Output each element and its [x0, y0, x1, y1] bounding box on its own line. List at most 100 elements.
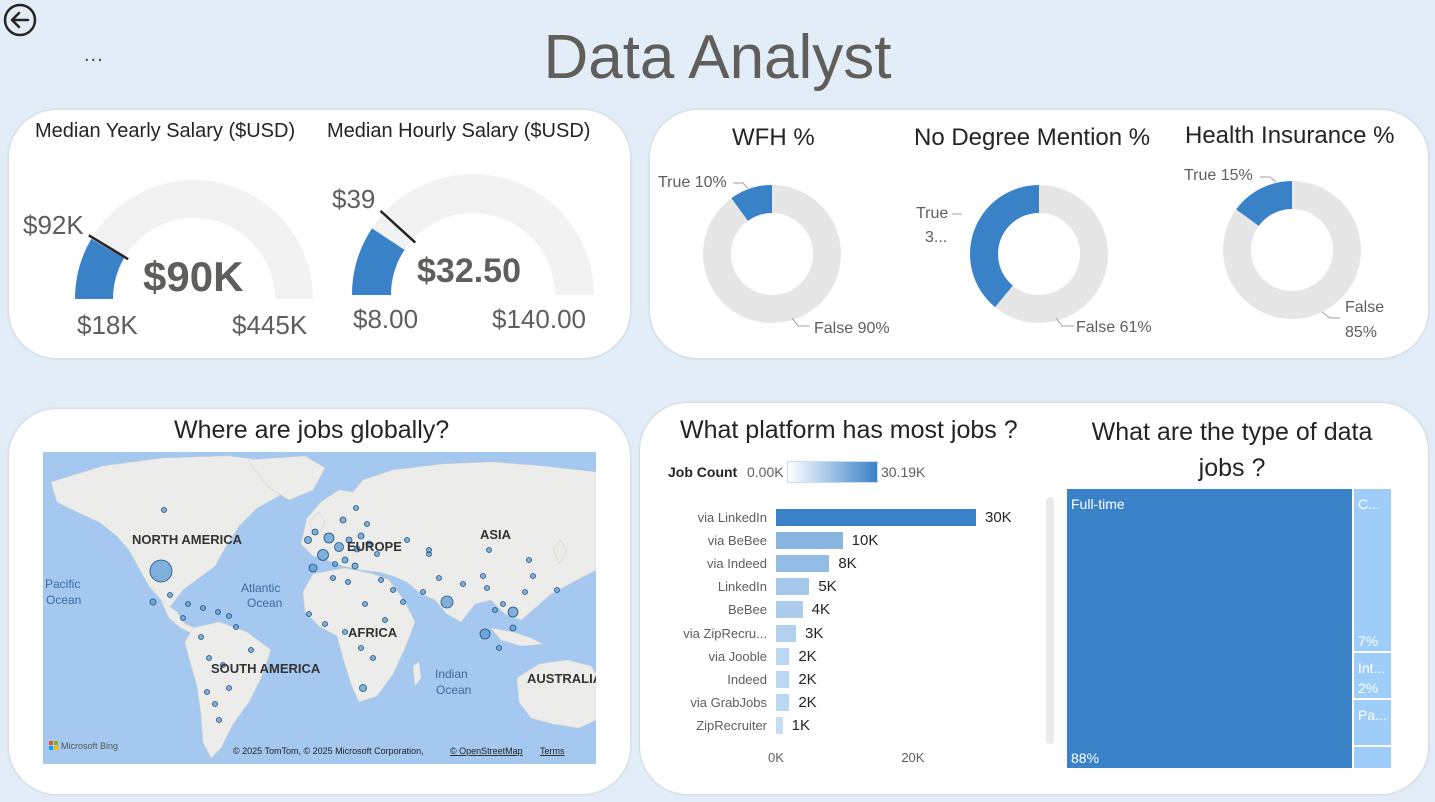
bar-value-label: 2K	[798, 670, 817, 688]
donut3-true-slice	[1236, 181, 1292, 226]
gauge1-target-label: $92K	[23, 210, 84, 240]
bar-value-label: 4K	[811, 601, 831, 619]
donut1-false-slice	[703, 185, 841, 323]
world-map-svg: NORTH AMERICA EUROPE ASIA AFRICA SOUTH A…	[43, 452, 596, 764]
gauge2-fill	[352, 228, 405, 295]
treemap-cell[interactable]: C... 7%	[1353, 488, 1392, 652]
land-australia	[516, 659, 596, 729]
bar-value-label: 10K	[851, 532, 879, 550]
map-label-pacific: Pacific	[45, 577, 80, 591]
land-japan	[552, 539, 568, 565]
bar-value-label: 3K	[805, 624, 824, 642]
land-greenland	[247, 455, 326, 501]
bar-value-label: 8K	[838, 555, 857, 573]
treemap-title: What are the type of data jobs ?	[1091, 418, 1373, 482]
bar[interactable]	[776, 647, 790, 665]
bar-chart-title: What platform has most jobs ?	[680, 416, 1018, 444]
treemap-cell[interactable]	[1353, 746, 1392, 769]
bar-category-label: via Indeed	[707, 556, 767, 572]
land-eurasia	[300, 461, 596, 623]
gauge2-min: $8.00	[353, 304, 419, 334]
donut2-false-leader	[1055, 317, 1074, 327]
openstreetmap-link[interactable]: © OpenStreetMap	[450, 746, 523, 756]
bar[interactable]	[776, 693, 790, 711]
donut2-false-label: False 61%	[1076, 319, 1152, 336]
bar[interactable]	[776, 509, 976, 526]
gauge1-value: $90K	[143, 253, 244, 300]
bing-logo: Microsoft Bing	[49, 741, 118, 751]
gauge2-max: $140.00	[492, 304, 586, 334]
treemap-cell[interactable]: Int... 2%	[1353, 652, 1392, 699]
legend-gradient	[787, 461, 878, 483]
bar[interactable]	[776, 601, 803, 619]
bar-category-label: ZipRecruiter	[696, 717, 767, 733]
terms-link[interactable]: Terms	[540, 746, 565, 756]
back-arrow-icon[interactable]	[3, 3, 37, 37]
gauge1-max: $445K	[232, 310, 308, 340]
map-label-indian-ocean: Ocean	[436, 683, 471, 697]
gauge1-track	[75, 179, 313, 299]
bing-logo-text: Microsoft Bing	[61, 741, 118, 751]
map-label-asia: ASIA	[480, 527, 512, 542]
more-options-menu[interactable]: ...	[84, 44, 104, 66]
donut2-false-slice	[995, 185, 1108, 323]
donut3-false-leader	[1321, 311, 1340, 319]
bar[interactable]	[776, 555, 830, 573]
treemap-cell-percent: 2%	[1358, 680, 1379, 696]
bar-value-label: 1K	[791, 716, 811, 734]
gauge1-title: Median Yearly Salary ($USD)	[35, 120, 296, 142]
donut1-title: WFH %	[732, 124, 815, 151]
bar[interactable]	[776, 578, 810, 596]
x-tick-label: 20K	[901, 750, 925, 765]
gauge1-target-marker	[88, 234, 129, 261]
map-label-south-america: SOUTH AMERICA	[211, 661, 321, 676]
treemap-cell[interactable]: Full-time 88%	[1066, 488, 1353, 769]
bar-category-label: via GrabJobs	[690, 694, 767, 710]
donut2-true-label-cont: 3...	[925, 229, 948, 246]
bar-chart-scrollbar[interactable]	[1046, 497, 1054, 744]
bar[interactable]	[776, 716, 783, 734]
map-title: Where are jobs globally?	[174, 416, 450, 444]
bar[interactable]	[776, 532, 843, 550]
bar-value-label: 2K	[798, 647, 817, 665]
donut1-false-leader	[791, 317, 810, 327]
bar-category-label: BeBee	[727, 602, 767, 618]
donut3-false-slice	[1223, 181, 1361, 319]
map-attribution: © 2025 TomTom, © 2025 Microsoft Corporat…	[233, 746, 424, 756]
legend-title: Job Count	[668, 464, 738, 480]
gauge2-target-label: $39	[332, 184, 376, 214]
map-label-africa: AFRICA	[348, 625, 398, 640]
treemap-cell-label: Pa...	[1358, 707, 1387, 723]
land-madagascar	[412, 661, 422, 687]
bar-value-label: 5K	[818, 578, 837, 596]
treemap-cell-label: C...	[1358, 496, 1380, 512]
bar-category-label: via BeBee	[707, 533, 767, 549]
bar-category-label: LinkedIn	[717, 579, 767, 595]
bar-category-label: Indeed	[727, 671, 767, 687]
donut2-title: No Degree Mention %	[914, 124, 1151, 151]
gauge1-min: $18K	[77, 310, 138, 340]
donut1-false-label: False 90%	[814, 320, 890, 337]
map-label-pacific-ocean: Ocean	[46, 593, 81, 607]
gauges-svg	[75, 174, 594, 299]
gauge2-track	[352, 174, 594, 295]
treemap-cell[interactable]: Pa...	[1353, 699, 1392, 746]
page-title: Data Analyst	[543, 23, 892, 92]
bar[interactable]	[776, 670, 790, 688]
donut3-false-label: False	[1345, 299, 1385, 316]
treemap-cell-label: Int...	[1358, 660, 1386, 676]
map-label-atlantic-ocean: Ocean	[247, 596, 282, 610]
gauge1-fill	[75, 238, 125, 299]
map-label-europe: EUROPE	[347, 539, 402, 554]
land-africa	[302, 567, 416, 703]
bar-category-label: via ZipRecru...	[683, 625, 767, 641]
gauge2-title: Median Hourly Salary ($USD)	[327, 120, 591, 142]
land-indonesia	[490, 627, 545, 647]
world-map[interactable]: NORTH AMERICA EUROPE ASIA AFRICA SOUTH A…	[43, 452, 596, 764]
land-uk	[310, 511, 326, 535]
bar-category-label: via LinkedIn	[697, 510, 767, 525]
bar-value-label: 30K	[985, 509, 1012, 526]
bar[interactable]	[776, 624, 796, 642]
map-label-indian: Indian	[435, 667, 468, 681]
legend-max: 30.19K	[881, 464, 926, 480]
